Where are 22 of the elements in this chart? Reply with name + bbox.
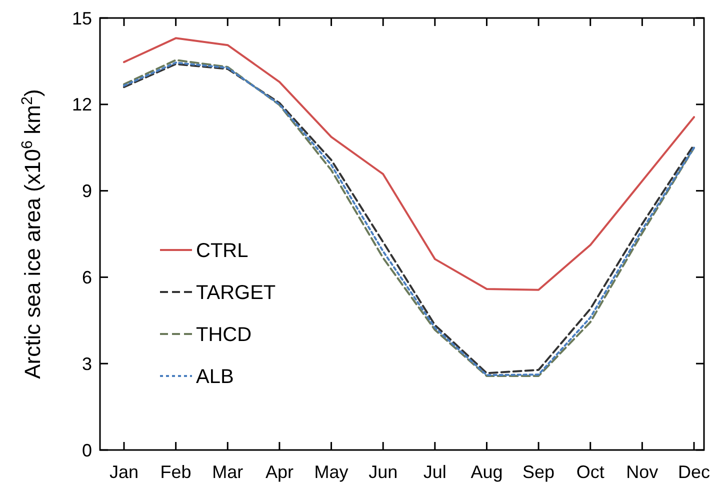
x-tick-label: Sep bbox=[522, 462, 555, 482]
legend-label: CTRL bbox=[196, 240, 248, 262]
x-tick-label: Jun bbox=[368, 462, 398, 482]
legend-label: TARGET bbox=[196, 282, 276, 304]
x-tick-label: Dec bbox=[678, 462, 710, 482]
y-tick-label: 6 bbox=[82, 268, 92, 288]
y-tick-label: 15 bbox=[72, 8, 92, 28]
y-tick-label: 9 bbox=[82, 181, 92, 202]
x-tick-label: Jan bbox=[109, 462, 139, 482]
x-tick-label: Jul bbox=[423, 462, 446, 482]
y-tick-label: 3 bbox=[82, 354, 92, 374]
x-tick-label: Aug bbox=[470, 462, 503, 482]
x-tick-label: Nov bbox=[626, 462, 658, 482]
x-tick-label: May bbox=[314, 462, 348, 482]
legend-label: ALB bbox=[196, 366, 234, 388]
x-tick-label: Apr bbox=[265, 462, 294, 482]
x-tick-label: Oct bbox=[576, 462, 604, 482]
y-tick-label: 12 bbox=[72, 94, 92, 115]
x-tick-label: Feb bbox=[160, 462, 192, 482]
y-tick-label: 0 bbox=[82, 440, 92, 460]
x-tick-label: Mar bbox=[212, 462, 244, 482]
legend-label: THCD bbox=[196, 324, 252, 346]
